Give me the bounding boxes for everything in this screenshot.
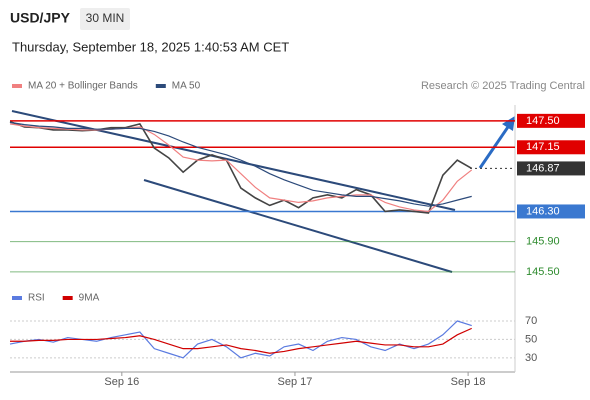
level-box: [517, 113, 585, 128]
level-label: 146.30: [526, 205, 560, 217]
y-tick-label: 50: [525, 333, 537, 345]
level-box: [517, 204, 585, 219]
x-tick-label: Sep 16: [104, 376, 139, 388]
series-line: [9, 123, 473, 213]
legend-label: MA 20 + Bollinger Bands: [28, 81, 138, 92]
legend-label: RSI: [28, 293, 45, 304]
level-label: 146.87: [526, 162, 560, 174]
series-line: [10, 327, 472, 354]
y-tick-label: 30: [525, 352, 537, 364]
level-label: 145.50: [526, 266, 560, 278]
legend-swatch: [62, 296, 73, 300]
trend-line: [143, 179, 453, 273]
level-box: [517, 140, 585, 155]
x-tick-label: Sep 18: [451, 376, 486, 388]
level-label: 145.90: [526, 236, 560, 248]
arrow-head: [502, 116, 515, 131]
subtitle: Thursday, September 18, 2025 1:40:53 AM …: [12, 39, 289, 54]
level-box: [517, 161, 585, 176]
source: Research © 2025 Trading Central: [421, 80, 585, 92]
series-line: [9, 320, 472, 359]
legend-swatch: [12, 84, 22, 88]
legend-label: 9MA: [79, 293, 100, 304]
legend-swatch: [12, 296, 22, 300]
timeframe: 30 MIN: [86, 11, 125, 25]
trend-line: [11, 110, 456, 211]
x-tick-label: Sep 17: [278, 376, 313, 388]
timeframe-box: [80, 8, 130, 30]
forecast-arrow: [478, 123, 512, 169]
y-tick-label: 70: [525, 315, 537, 327]
legend-swatch: [155, 84, 166, 88]
level-label: 147.50: [526, 115, 560, 127]
level-label: 147.15: [526, 141, 560, 153]
series-line: [9, 121, 472, 207]
legend-label: MA 50: [172, 81, 201, 92]
chart-title: USD/JPY: [10, 10, 71, 26]
